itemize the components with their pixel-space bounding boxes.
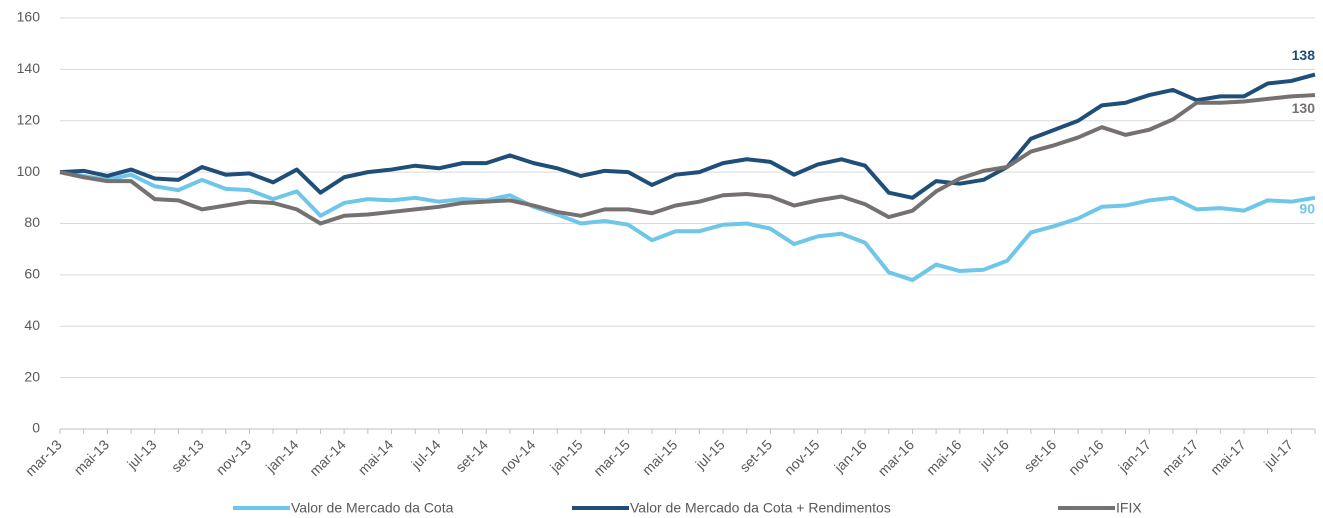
x-tick-label: mar-17	[1159, 436, 1202, 479]
y-tick-label: 20	[24, 368, 40, 384]
x-tick-label: jul-17	[1260, 436, 1296, 472]
x-tick-label: mai-16	[923, 436, 965, 478]
x-tick-label: set-13	[168, 436, 207, 475]
series-line	[59, 170, 1316, 283]
x-tick-label: nov-13	[213, 436, 255, 478]
y-tick-label: 80	[24, 214, 40, 230]
x-tick-label: mai-13	[71, 436, 113, 478]
x-tick-label: mai-15	[639, 436, 681, 478]
x-tick-label: jan-16	[830, 436, 870, 476]
x-tick-label: jan-17	[1114, 436, 1154, 476]
x-tick-label: jan-15	[546, 436, 586, 476]
end-value-label: 138	[1292, 47, 1316, 63]
x-tick-label: jul-15	[692, 436, 728, 472]
x-tick-label: mai-17	[1207, 436, 1249, 478]
legend-label: IFIX	[1116, 500, 1142, 516]
x-tick-label: set-14	[452, 436, 491, 475]
x-tick-label: mar-14	[306, 436, 349, 479]
x-tick-label: nov-16	[1065, 436, 1107, 478]
series-line	[59, 72, 1316, 200]
series-line	[59, 93, 1316, 226]
y-tick-label: 100	[17, 163, 41, 179]
legend-label: Valor de Mercado da Cota	[291, 500, 454, 516]
y-tick-label: 140	[17, 60, 41, 76]
x-tick-label: jan-14	[262, 436, 302, 476]
y-tick-label: 120	[17, 111, 41, 127]
end-value-label: 130	[1292, 100, 1316, 116]
x-tick-label: jul-13	[123, 436, 159, 472]
x-tick-label: nov-14	[497, 436, 539, 478]
x-tick-label: jul-14	[407, 436, 443, 472]
x-tick-label: set-15	[736, 436, 775, 475]
x-tick-label: mar-16	[875, 436, 918, 479]
y-tick-label: 40	[24, 317, 40, 333]
x-tick-label: set-16	[1020, 436, 1059, 475]
y-tick-label: 60	[24, 266, 40, 282]
x-tick-label: mar-15	[590, 436, 633, 479]
x-tick-label: mar-13	[22, 436, 65, 479]
y-tick-label: 160	[17, 9, 41, 25]
x-tick-label: mai-14	[355, 436, 397, 478]
end-value-label: 90	[1299, 201, 1315, 217]
x-tick-label: jul-16	[976, 436, 1012, 472]
x-tick-label: nov-15	[781, 436, 823, 478]
y-tick-label: 0	[32, 420, 40, 436]
legend-label: Valor de Mercado da Cota + Rendimentos	[630, 500, 891, 516]
